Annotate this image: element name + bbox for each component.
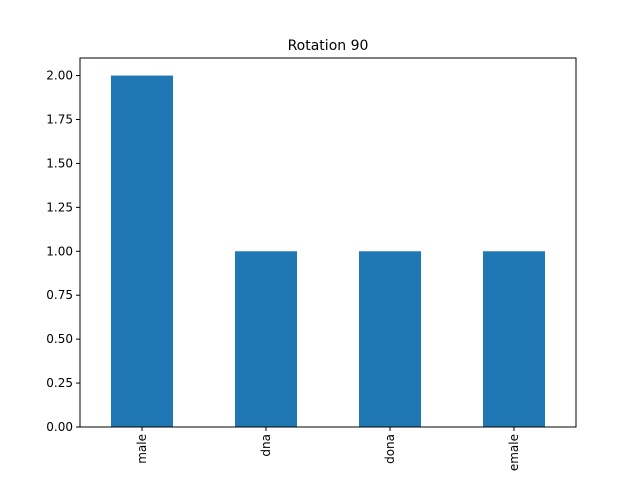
bar (359, 251, 421, 427)
y-tick-label: 0.25 (46, 376, 73, 390)
y-tick-label: 1.50 (46, 156, 73, 170)
y-tick-label: 0.50 (46, 332, 73, 346)
bar (483, 251, 545, 427)
y-tick-label: 0.75 (46, 288, 73, 302)
x-tick-label: male (135, 434, 149, 464)
y-tick-label: 2.00 (46, 69, 73, 83)
x-tick-label: emale (507, 434, 521, 471)
y-tick-label: 1.00 (46, 244, 73, 258)
y-tick-label: 1.25 (46, 200, 73, 214)
x-tick-label: dona (383, 434, 397, 464)
chart-title: Rotation 90 (288, 38, 369, 54)
bar (111, 75, 173, 428)
y-tick-label: 0.00 (46, 420, 73, 434)
x-tick-label: dna (259, 434, 273, 457)
bar (235, 251, 297, 427)
y-tick-label: 1.75 (46, 113, 73, 127)
plot-frame (79, 57, 577, 428)
